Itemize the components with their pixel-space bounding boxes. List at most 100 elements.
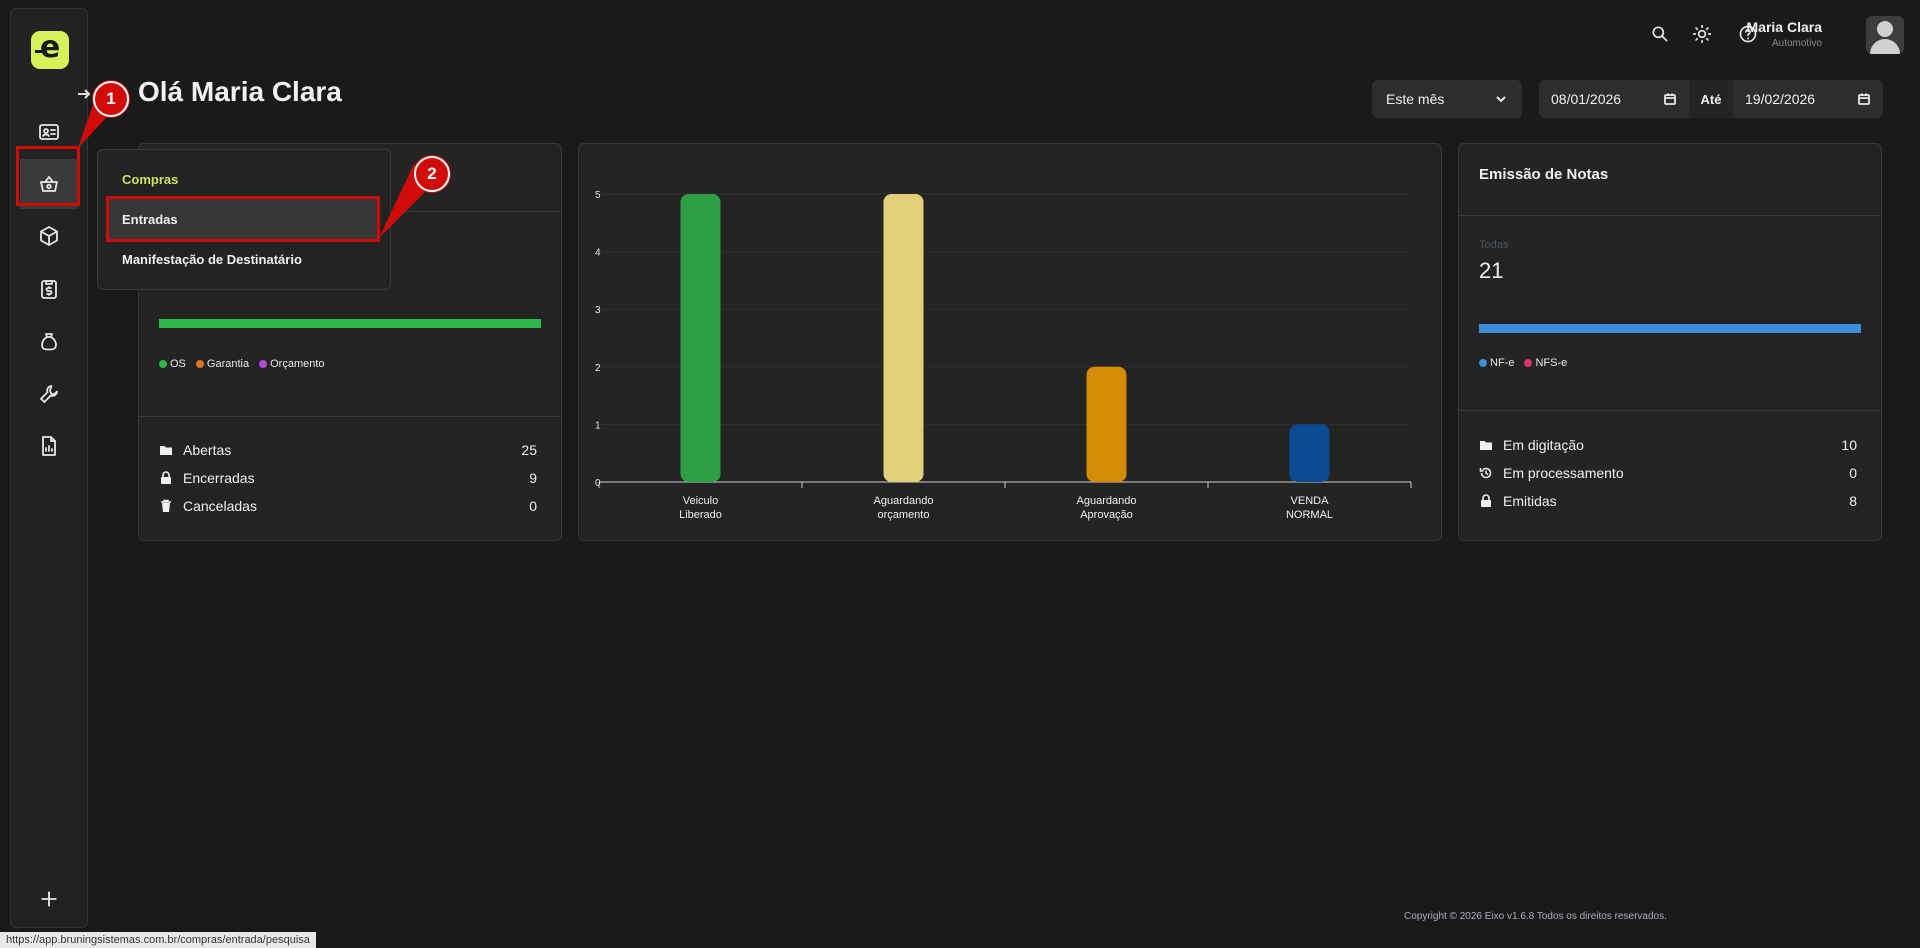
history-icon [1479, 467, 1492, 479]
stat-label: Canceladas [183, 498, 257, 514]
folder-icon [160, 446, 172, 455]
period-select[interactable]: Este mês [1372, 80, 1522, 118]
bag-icon [41, 333, 57, 351]
sidebar-item-servicos[interactable] [20, 369, 78, 419]
legend-dot [195, 360, 204, 368]
calendar-icon [1858, 93, 1870, 105]
stat-label: Abertas [183, 442, 232, 458]
sidebar-item-vendas[interactable] [20, 317, 78, 367]
add-button[interactable] [20, 879, 78, 919]
logo-bar [35, 50, 47, 53]
clipboard-money-icon [41, 280, 57, 299]
notas-total: 21 [1479, 258, 1504, 283]
lock-icon [1481, 494, 1491, 507]
menu-item-manifestacao[interactable]: Manifestação de Destinatário [122, 252, 302, 267]
stat-row-canceladas[interactable]: Canceladas 0 [159, 498, 537, 514]
legend-item-nfe: NF-e [1479, 357, 1514, 369]
date-range: 08/01/2026 Até 19/02/2026 [1539, 80, 1883, 118]
legend-item-nfse: NFS-e [1524, 357, 1567, 369]
stat-row-encerradas[interactable]: Encerradas 9 [159, 470, 537, 486]
theme-toggle-button[interactable] [1690, 22, 1714, 46]
legend-item-os: OS [159, 358, 186, 370]
x-tick-label: Veiculo [683, 495, 718, 507]
date-range-separator: Até [1689, 80, 1733, 118]
user-name: Maria Clara [1746, 19, 1822, 35]
stat-value: 0 [529, 498, 537, 514]
stat-row-processamento[interactable]: Em processamento 0 [1479, 465, 1857, 481]
cube-icon [40, 226, 58, 246]
search-button[interactable] [1648, 22, 1672, 46]
status-chart-card: 0 1 2 3 4 5 Veiculo Liberado Aguardando orçamento… [578, 143, 1442, 541]
stat-row-digitacao[interactable]: Em digitação 10 [1479, 437, 1857, 453]
sidebar-item-financeiro[interactable] [20, 264, 78, 314]
help-button[interactable] [1736, 22, 1760, 46]
app-logo[interactable]: e [31, 31, 69, 69]
notas-legend: NF-e NFS-e [1479, 357, 1567, 369]
report-icon [42, 436, 56, 456]
notas-progress-bar [1479, 324, 1861, 333]
status-bar-chart: 0 1 2 3 4 5 Veiculo Liberado Aguardando orçamento… [595, 190, 1412, 521]
sidebar-item-relatorios[interactable] [20, 421, 78, 471]
stat-value: 10 [1841, 437, 1857, 453]
chart-bar [1289, 424, 1330, 482]
lock-icon [161, 471, 171, 484]
user-role: Automotivo [1771, 38, 1822, 49]
card-divider [1459, 215, 1881, 216]
sidebar-item-produtos[interactable] [20, 211, 78, 261]
annotation-box-2 [106, 196, 380, 242]
card-divider [139, 416, 561, 417]
stat-row-emitidas[interactable]: Emitidas 8 [1479, 493, 1857, 509]
x-tick-label: NORMAL [1286, 509, 1333, 521]
y-tick-label: 0 [595, 478, 601, 489]
x-tick-label: Aguardando [1077, 495, 1137, 507]
y-tick-label: 5 [595, 190, 601, 201]
annotation-badge-1: 1 [93, 81, 129, 117]
date-to-field[interactable]: 19/02/2026 [1733, 80, 1883, 118]
stat-label: Encerradas [183, 470, 255, 486]
stat-value: 25 [521, 442, 537, 458]
avatar[interactable] [1866, 16, 1904, 54]
menu-item-entradas[interactable]: Entradas [122, 212, 178, 227]
x-tick-label: orçamento [878, 509, 930, 521]
footer-copyright: Copyright © 2026 Eixo v1.6.8 Todos os di… [1404, 911, 1667, 922]
x-tick-label: Liberado [679, 509, 722, 521]
plus-icon [41, 891, 57, 907]
legend-item-orcamento: Orçamento [259, 358, 325, 370]
y-tick-label: 3 [595, 305, 601, 316]
date-from-field[interactable]: 08/01/2026 [1539, 80, 1689, 118]
basket-icon [40, 176, 58, 192]
x-tick-label: Aprovação [1080, 509, 1133, 521]
y-tick-label: 1 [595, 420, 601, 431]
chart-bar [680, 194, 721, 482]
dropdown-item-highlight [108, 199, 380, 239]
annotation-box-1 [16, 146, 80, 206]
sidebar: e [10, 8, 88, 928]
notas-sub-label: Todas [1479, 239, 1509, 251]
stat-label: Em processamento [1503, 465, 1624, 481]
date-to-value: 19/02/2026 [1745, 91, 1816, 107]
dropdown-header: Compras [122, 172, 179, 187]
expand-sidebar-button[interactable] [76, 86, 92, 102]
avatar-body [1870, 39, 1900, 54]
compras-dropdown-menu: Compras Entradas Manifestação de Destina… [97, 149, 391, 290]
calendar-icon [1664, 93, 1676, 105]
stat-value: 0 [1849, 465, 1857, 481]
avatar-head [1877, 21, 1893, 37]
sidebar-item-compras[interactable] [20, 159, 78, 209]
annotation-badge-2: 2 [414, 156, 450, 192]
stat-value: 9 [529, 470, 537, 486]
chart-bar [1086, 366, 1127, 482]
sidebar-item-cadastros[interactable] [20, 107, 78, 157]
arrow-right-icon [78, 89, 91, 99]
help-icon [1739, 25, 1757, 43]
page-title: Olá Maria Clara [138, 76, 342, 107]
legend-dot [159, 360, 167, 368]
stat-row-abertas[interactable]: Abertas 25 [159, 442, 537, 458]
trash-icon [161, 499, 171, 512]
search-icon [1652, 26, 1668, 42]
logo-letter: e [39, 30, 61, 65]
os-legend: OS Garantia Orçamento [159, 358, 325, 370]
chart-bar [883, 194, 924, 482]
wrench-icon [40, 385, 58, 403]
period-select-value: Este mês [1386, 91, 1445, 107]
